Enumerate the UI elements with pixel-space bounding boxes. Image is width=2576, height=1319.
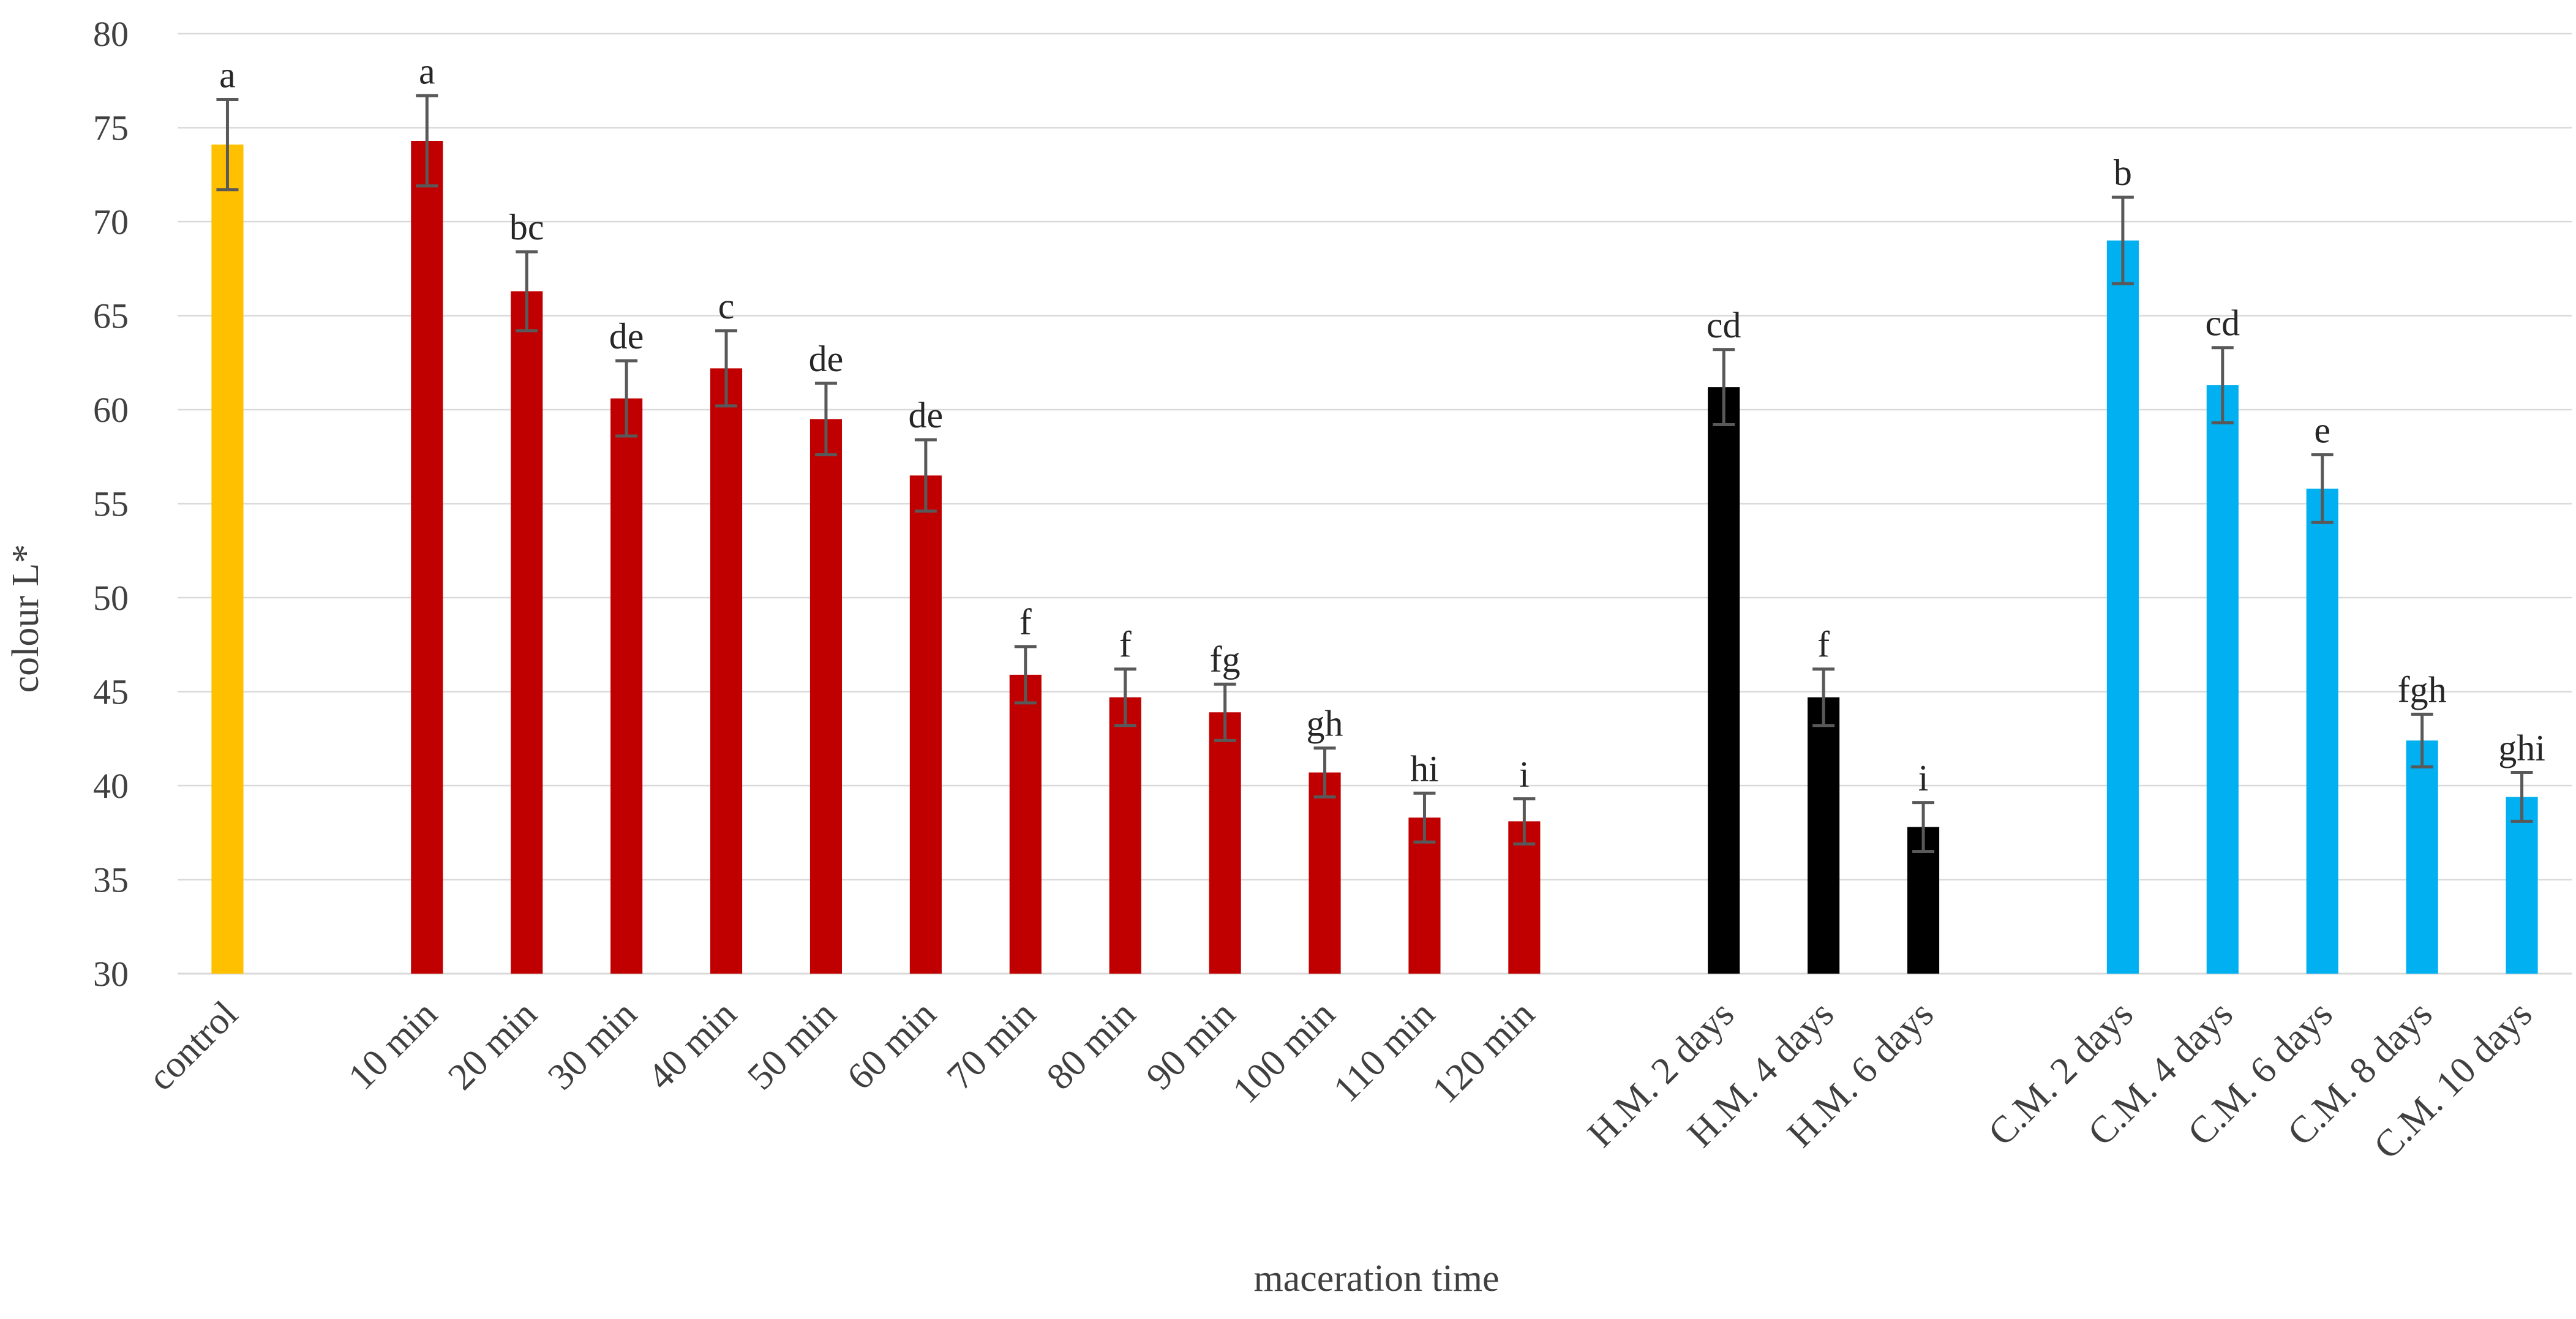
bar bbox=[511, 291, 543, 974]
significance-letter: f bbox=[1020, 602, 1032, 642]
x-tick-label: 10 min bbox=[340, 993, 445, 1098]
y-tick-label: 50 bbox=[93, 578, 129, 618]
gridlines bbox=[178, 32, 2572, 975]
significance-letter: f bbox=[1119, 625, 1132, 665]
significance-letter: a bbox=[219, 54, 236, 95]
y-tick-label: 75 bbox=[93, 108, 129, 148]
bar bbox=[1009, 674, 1042, 974]
y-tick-label: 60 bbox=[93, 390, 129, 430]
significance-letter: a bbox=[419, 51, 435, 91]
significance-letter: c bbox=[718, 286, 735, 326]
significance-letter: gh bbox=[1307, 704, 1343, 744]
significance-letter: de bbox=[809, 339, 844, 379]
y-tick-label: 35 bbox=[93, 860, 129, 900]
bar bbox=[1808, 697, 1840, 974]
bar bbox=[909, 475, 942, 974]
y-axis-ticks: 30 35 40 45 50 55 60 65 70 75 80 bbox=[93, 14, 129, 994]
significance-letter: i bbox=[1519, 754, 1530, 794]
significance-letter: f bbox=[1817, 625, 1830, 665]
significance-letter: e bbox=[2314, 410, 2330, 451]
significance-letter: hi bbox=[1410, 748, 1439, 789]
bar bbox=[2306, 488, 2338, 974]
significance-letter: ghi bbox=[2498, 728, 2545, 768]
x-tick-label: 70 min bbox=[939, 993, 1044, 1098]
y-tick-label: 45 bbox=[93, 672, 129, 712]
x-tick-label: 20 min bbox=[440, 993, 545, 1098]
y-tick-label: 65 bbox=[93, 296, 129, 336]
bar bbox=[710, 368, 743, 974]
bar bbox=[2206, 385, 2239, 974]
significance-letter: i bbox=[1918, 758, 1929, 799]
y-tick-label: 70 bbox=[93, 202, 129, 242]
significance-letter: cd bbox=[2205, 303, 2240, 344]
bar bbox=[1508, 821, 1541, 974]
x-axis-title: maceration time bbox=[1253, 1258, 1499, 1299]
bar bbox=[2106, 240, 2139, 974]
x-tick-label: 80 min bbox=[1039, 993, 1144, 1098]
bar bbox=[809, 419, 843, 974]
significance-letter: fg bbox=[1210, 639, 1241, 680]
x-tick-label: control bbox=[140, 993, 246, 1099]
bar bbox=[2506, 797, 2538, 974]
bar bbox=[411, 140, 443, 974]
significance-letter: cd bbox=[1707, 305, 1741, 345]
y-tick-label: 30 bbox=[93, 954, 129, 994]
bar bbox=[610, 398, 643, 974]
bar bbox=[211, 145, 244, 974]
x-tick-label: 30 min bbox=[540, 993, 645, 1098]
x-tick-label: 50 min bbox=[740, 993, 844, 1098]
bars bbox=[211, 140, 2538, 974]
x-tick-label: 110 min bbox=[1326, 993, 1443, 1110]
x-tick-label: 60 min bbox=[839, 993, 944, 1098]
significance-letter: de bbox=[909, 395, 944, 435]
significance-letter: bc bbox=[509, 207, 544, 247]
y-tick-label: 80 bbox=[93, 14, 129, 54]
x-tick-label: 100 min bbox=[1225, 993, 1343, 1111]
significance-letter: de bbox=[609, 316, 644, 356]
significance-letter: fgh bbox=[2398, 669, 2447, 710]
y-axis-title: colour L* bbox=[5, 544, 47, 693]
significance-letter: b bbox=[2114, 152, 2132, 193]
bar bbox=[1109, 697, 1141, 974]
y-tick-label: 55 bbox=[93, 484, 129, 524]
y-tick-label: 40 bbox=[93, 766, 129, 806]
x-tick-label: 120 min bbox=[1424, 993, 1542, 1111]
bar bbox=[1708, 387, 1740, 974]
bar bbox=[1309, 772, 1341, 974]
bar bbox=[1209, 712, 1241, 974]
bar bbox=[2406, 740, 2438, 974]
error-bars bbox=[216, 94, 2533, 853]
bar bbox=[1408, 817, 1441, 974]
x-tick-label: 40 min bbox=[640, 993, 745, 1098]
